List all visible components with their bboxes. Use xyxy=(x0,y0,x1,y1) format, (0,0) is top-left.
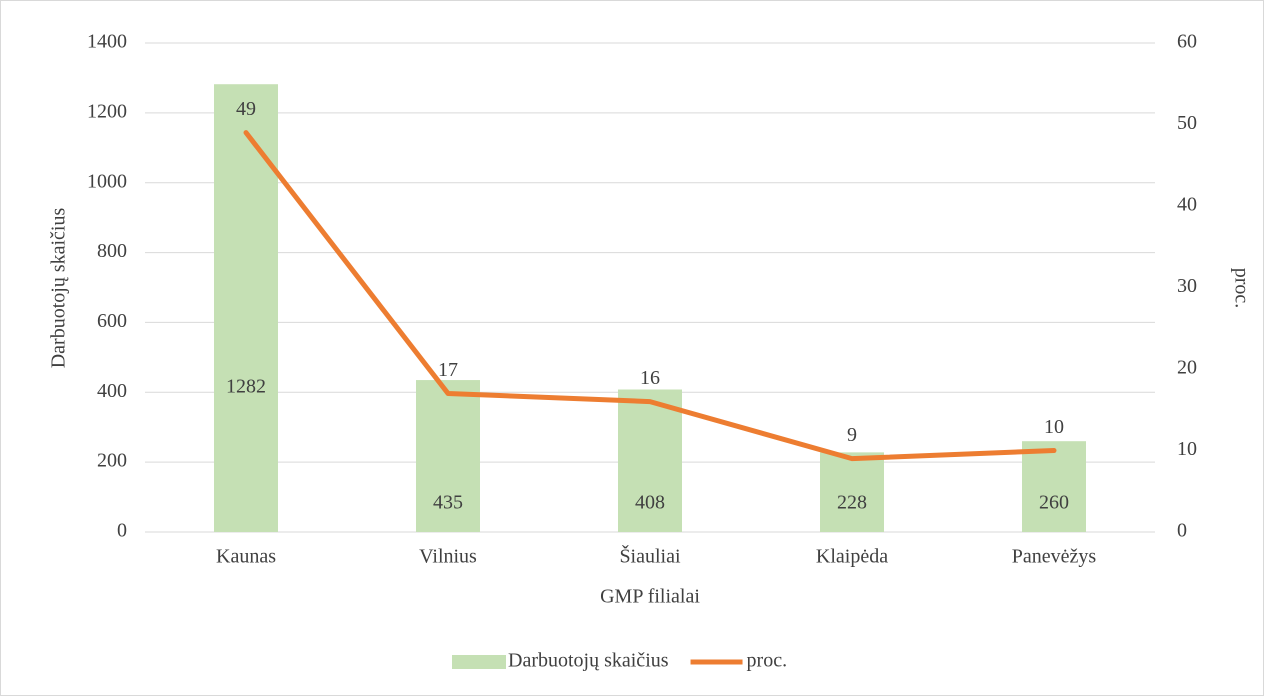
line-series xyxy=(243,130,1057,462)
y2-tick-label: 50 xyxy=(1177,112,1197,134)
y2-tick-label: 20 xyxy=(1177,357,1197,379)
bar xyxy=(820,452,884,532)
y-tick-label: 600 xyxy=(97,310,127,332)
y-tick-label: 1200 xyxy=(87,100,127,122)
bar xyxy=(618,389,682,532)
y2-tick-label: 0 xyxy=(1177,520,1187,542)
x-tick-label: Šiauliai xyxy=(619,544,681,568)
bar-value-label: 1282 xyxy=(226,376,266,398)
y-tick-label: 1000 xyxy=(87,170,127,192)
line-value-label: 9 xyxy=(847,424,857,446)
legend-label: Darbuotojų skaičius xyxy=(508,650,669,672)
legend-label: proc. xyxy=(747,650,788,672)
x-tick-label: Klaipėda xyxy=(816,546,888,568)
x-axis-title: GMP filialai xyxy=(600,586,700,608)
bar xyxy=(1022,441,1086,532)
x-tick-label: Kaunas xyxy=(216,546,276,568)
y-tick-label: 1400 xyxy=(87,31,127,53)
x-tick-label: Vilnius xyxy=(419,546,477,568)
y-tick-label: 400 xyxy=(97,380,127,402)
y2-tick-label: 30 xyxy=(1177,275,1197,297)
bar-value-label: 435 xyxy=(433,492,463,514)
y-axis-title: Darbuotojų skaičius xyxy=(48,208,70,369)
legend-swatch xyxy=(452,655,506,669)
y2-axis-title: proc. xyxy=(1230,268,1252,309)
bar xyxy=(416,380,480,532)
y-tick-label: 800 xyxy=(97,240,127,262)
line-value-label: 10 xyxy=(1044,416,1064,438)
bar-value-label: 260 xyxy=(1039,492,1069,514)
y2-tick-label: 60 xyxy=(1177,31,1197,53)
line-value-label: 16 xyxy=(640,367,660,389)
y2-tick-label: 40 xyxy=(1177,194,1197,216)
bar-value-label: 408 xyxy=(635,492,665,514)
bar-value-label: 228 xyxy=(837,492,867,514)
line-value-label: 17 xyxy=(438,359,458,381)
y-tick-label: 0 xyxy=(117,520,127,542)
y2-tick-label: 10 xyxy=(1177,438,1197,460)
bar xyxy=(214,84,278,533)
line-value-label: 49 xyxy=(236,98,256,120)
x-tick-label: Panevėžys xyxy=(1012,546,1097,568)
y-tick-label: 200 xyxy=(97,450,127,472)
